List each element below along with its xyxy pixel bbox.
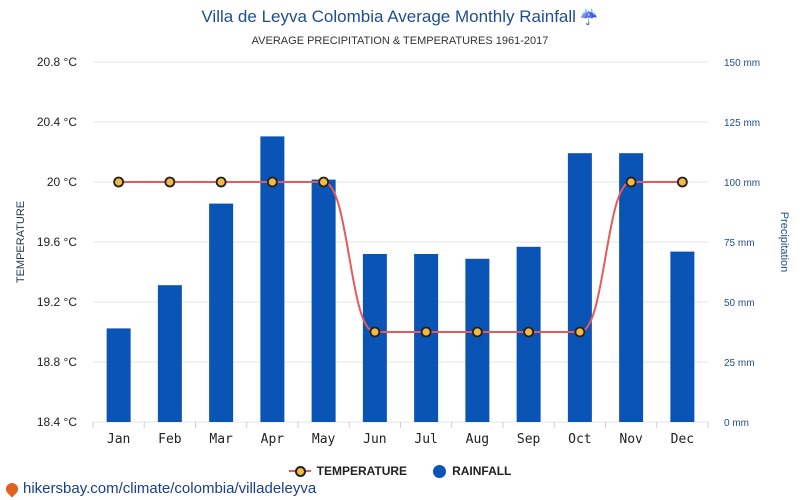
chart-legend: TEMPERATURE RAINFALL (0, 464, 800, 478)
y-tick-label: 20.4 °C (37, 115, 77, 129)
rainfall-bar (670, 251, 695, 422)
y2-tick-label: 25 mm (724, 358, 755, 369)
x-tick-label: May (312, 432, 336, 447)
y-tick-label: 19.6 °C (37, 235, 77, 249)
footer-link[interactable]: hikersbay.com/climate/colombia/villadele… (3, 480, 317, 497)
temperature-point (164, 176, 176, 188)
rainfall-bar (567, 153, 592, 422)
y2-tick-label: 100 mm (724, 178, 760, 189)
y-axis-title: TEMPERATURE (15, 201, 27, 283)
y-tick-label: 19.2 °C (37, 295, 77, 309)
y-tick-label: 18.4 °C (37, 415, 77, 429)
temperature-point (625, 176, 637, 188)
legend-label-rainfall: RAINFALL (452, 464, 512, 478)
temperature-point (266, 176, 278, 188)
y2-tick-label: 0 mm (724, 418, 749, 429)
rainfall-bar (311, 179, 336, 422)
umbrella-rain-icon: ☔ (579, 9, 599, 26)
legend-label-temperature: TEMPERATURE (316, 464, 408, 478)
temperature-point (523, 326, 535, 338)
chart-title-text: Villa de Leyva Colombia Average Monthly … (201, 7, 576, 26)
x-tick-label: Oct (568, 432, 591, 447)
temperature-point (215, 176, 227, 188)
y2-tick-label: 150 mm (724, 58, 760, 69)
temperature-point (369, 326, 381, 338)
temperature-point (574, 326, 586, 338)
legend-item-temperature[interactable]: TEMPERATURE (288, 464, 408, 478)
x-tick-label: Dec (671, 432, 694, 447)
y-tick-label: 18.8 °C (37, 355, 77, 369)
footer-url: hikersbay.com/climate/colombia/villadele… (23, 480, 317, 497)
temperature-line-marker-icon (288, 465, 311, 477)
temperature-point (113, 176, 125, 188)
rainfall-bar (362, 254, 387, 422)
chart-subtitle: AVERAGE PRECIPITATION & TEMPERATURES 196… (251, 35, 549, 47)
rainfall-bar (209, 203, 234, 422)
temperature-point (318, 176, 330, 188)
temperature-line (118, 181, 683, 333)
y-tick-label: 20.8 °C (37, 55, 77, 69)
y2-tick-label: 75 mm (724, 238, 755, 249)
y-tick-label: 20 °C (47, 175, 77, 189)
y2-tick-label: 50 mm (724, 298, 755, 309)
x-tick-label: Mar (209, 432, 233, 447)
rainfall-bar (106, 328, 131, 422)
x-tick-label: Jul (414, 432, 437, 447)
temperature-point (420, 326, 432, 338)
x-tick-label: Aug (466, 432, 489, 447)
x-tick-label: Feb (158, 432, 182, 447)
x-tick-label: Jan (107, 432, 130, 447)
y2-tick-label: 125 mm (724, 118, 760, 129)
rainfall-bar (465, 258, 490, 422)
x-tick-label: Apr (261, 432, 285, 447)
location-pin-icon (3, 480, 21, 497)
y2-axis-title: Precipitation (778, 212, 790, 273)
rainfall-dot-marker-icon (433, 464, 447, 478)
temperature-point (676, 176, 688, 188)
legend-item-rainfall[interactable]: RAINFALL (433, 464, 511, 478)
temperature-point (471, 326, 483, 338)
x-tick-label: Sep (517, 432, 541, 447)
rainfall-bar (619, 153, 644, 422)
x-tick-label: Jun (363, 432, 386, 447)
rainfall-bar (414, 254, 439, 422)
chart-title: Villa de Leyva Colombia Average Monthly … (0, 7, 800, 27)
rainfall-bar (157, 285, 182, 422)
x-tick-label: Nov (619, 432, 643, 447)
